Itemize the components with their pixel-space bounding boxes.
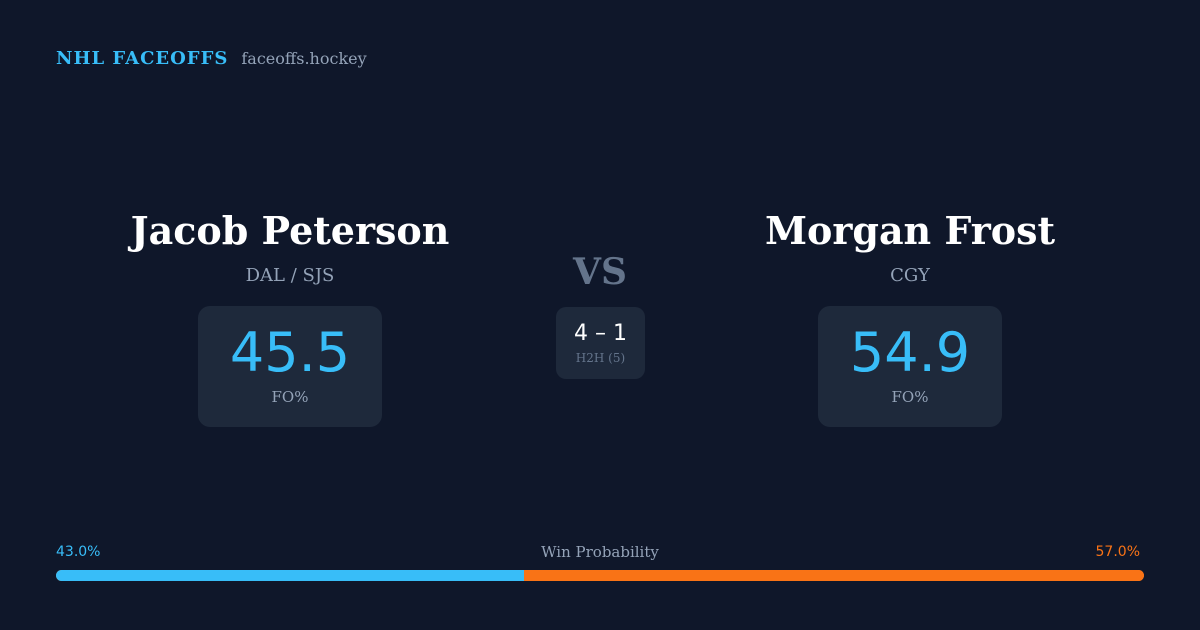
win-probability-bar-right-fill	[523, 570, 1144, 581]
player-card-left: Jacob Peterson DAL / SJS 45.5 FO%	[80, 204, 500, 427]
brand-domain: faceoffs.hockey	[241, 49, 367, 68]
faceoff-stat-box-left: 45.5 FO%	[197, 306, 383, 427]
head-to-head-label: H2H (5)	[575, 351, 626, 365]
player-name-right: Morgan Frost	[764, 208, 1056, 253]
brand-name: NHL FACEOFFS	[56, 48, 229, 69]
win-probability-bar	[56, 570, 1144, 581]
faceoff-percentage-right: 54.9	[849, 321, 971, 384]
player-team-left: DAL / SJS	[245, 265, 335, 286]
brand-header: NHL FACEOFFS faceoffs.hockey	[56, 48, 367, 69]
player-card-right: Morgan Frost CGY 54.9 FO%	[700, 204, 1120, 427]
player-name-left: Jacob Peterson	[130, 208, 450, 253]
versus-label: VS	[573, 251, 627, 293]
faceoff-percentage-left: 45.5	[229, 321, 351, 384]
head-to-head-box: 4 – 1 H2H (5)	[556, 307, 645, 379]
win-probability-left-value: 43.0%	[56, 544, 101, 560]
win-probability-bar-left-fill	[56, 570, 524, 581]
win-probability-title: Win Probability	[541, 543, 659, 561]
player-team-right: CGY	[890, 265, 930, 286]
faceoff-stat-box-right: 54.9 FO%	[817, 306, 1003, 427]
win-probability-right-value: 57.0%	[1095, 544, 1140, 560]
head-to-head-score: 4 – 1	[574, 321, 627, 346]
faceoff-label-right: FO%	[891, 388, 929, 406]
faceoff-label-left: FO%	[271, 388, 309, 406]
